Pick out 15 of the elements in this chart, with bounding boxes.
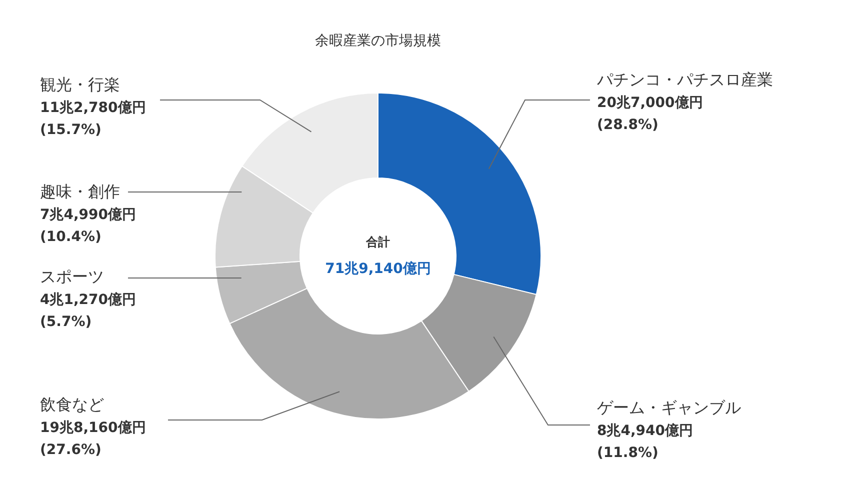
text: 合計 <box>365 235 390 249</box>
slice-label: 観光・行楽 <box>40 75 120 94</box>
data-label: 19兆8,160億円 (27.6%) <box>40 419 146 458</box>
text: 71兆9,140億円 <box>325 260 431 277</box>
slice-label: 飲食など <box>40 395 104 414</box>
chart-title: 余暇産業の市場規模 <box>315 33 441 49</box>
slice-label: パチンコ・パチスロ産業 <box>596 70 773 89</box>
data-label: 8兆4,940億円 (11.8%) <box>597 422 694 461</box>
slice-label: スポーツ <box>40 267 104 286</box>
data-label: 20兆7,000億円 (28.8%) <box>597 94 703 133</box>
data-label: 4兆1,270億円 (5.7%) <box>40 291 136 330</box>
data-label: 7兆4,990億円 (10.4%) <box>40 206 136 245</box>
slice-label: 趣味・創作 <box>40 182 120 201</box>
slice-label: ゲーム・ギャンブル <box>597 398 741 417</box>
data-label: 11兆2,780億円 (15.7%) <box>40 99 146 138</box>
